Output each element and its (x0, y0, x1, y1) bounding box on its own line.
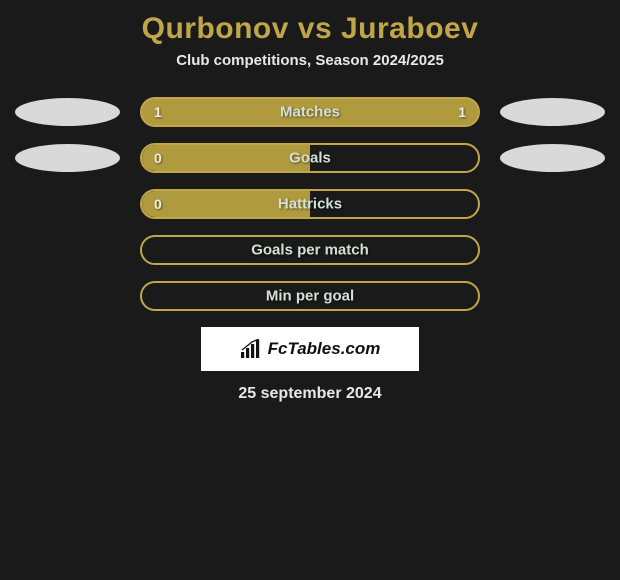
stat-bar-fill (142, 145, 310, 171)
player1-ellipse (15, 236, 120, 264)
stat-row: 1 Matches 1 (0, 97, 620, 127)
player2-ellipse (500, 98, 605, 126)
stat-row: Min per goal (0, 281, 620, 311)
player2-ellipse (500, 236, 605, 264)
stat-bar: 0 Hattricks (140, 189, 480, 219)
brand-box: FcTables.com (201, 327, 419, 371)
date-text: 25 september 2024 (0, 385, 620, 403)
player1-name: Qurbonov (142, 12, 289, 45)
brand-chart-icon (240, 339, 262, 359)
player2-ellipse (500, 144, 605, 172)
stat-label: Goals (289, 150, 331, 167)
stat-bar: 0 Goals (140, 143, 480, 173)
stat-row: 0 Goals (0, 143, 620, 173)
stat-left-value: 0 (154, 196, 162, 212)
stat-row: Goals per match (0, 235, 620, 265)
stat-label: Goals per match (251, 242, 369, 259)
player1-ellipse (15, 190, 120, 218)
subtitle: Club competitions, Season 2024/2025 (0, 52, 620, 97)
stat-bar: Min per goal (140, 281, 480, 311)
stats-container: 1 Matches 1 0 Goals 0 Hattricks Goals per match… (0, 97, 620, 311)
stat-left-value: 1 (154, 104, 162, 120)
player2-ellipse (500, 282, 605, 310)
stat-bar: 1 Matches 1 (140, 97, 480, 127)
stat-left-value: 0 (154, 150, 162, 166)
player2-name: Juraboev (341, 12, 478, 45)
player2-ellipse (500, 190, 605, 218)
stat-right-value: 1 (458, 104, 466, 120)
stat-bar: Goals per match (140, 235, 480, 265)
stat-row: 0 Hattricks (0, 189, 620, 219)
player1-ellipse (15, 282, 120, 310)
vs-text: vs (298, 12, 332, 45)
stat-label: Hattricks (278, 196, 342, 213)
player1-ellipse (15, 98, 120, 126)
comparison-title: Qurbonov vs Juraboev (0, 0, 620, 52)
stat-label: Min per goal (266, 288, 354, 305)
stat-label: Matches (280, 104, 340, 121)
brand-text: FcTables.com (268, 339, 381, 359)
player1-ellipse (15, 144, 120, 172)
